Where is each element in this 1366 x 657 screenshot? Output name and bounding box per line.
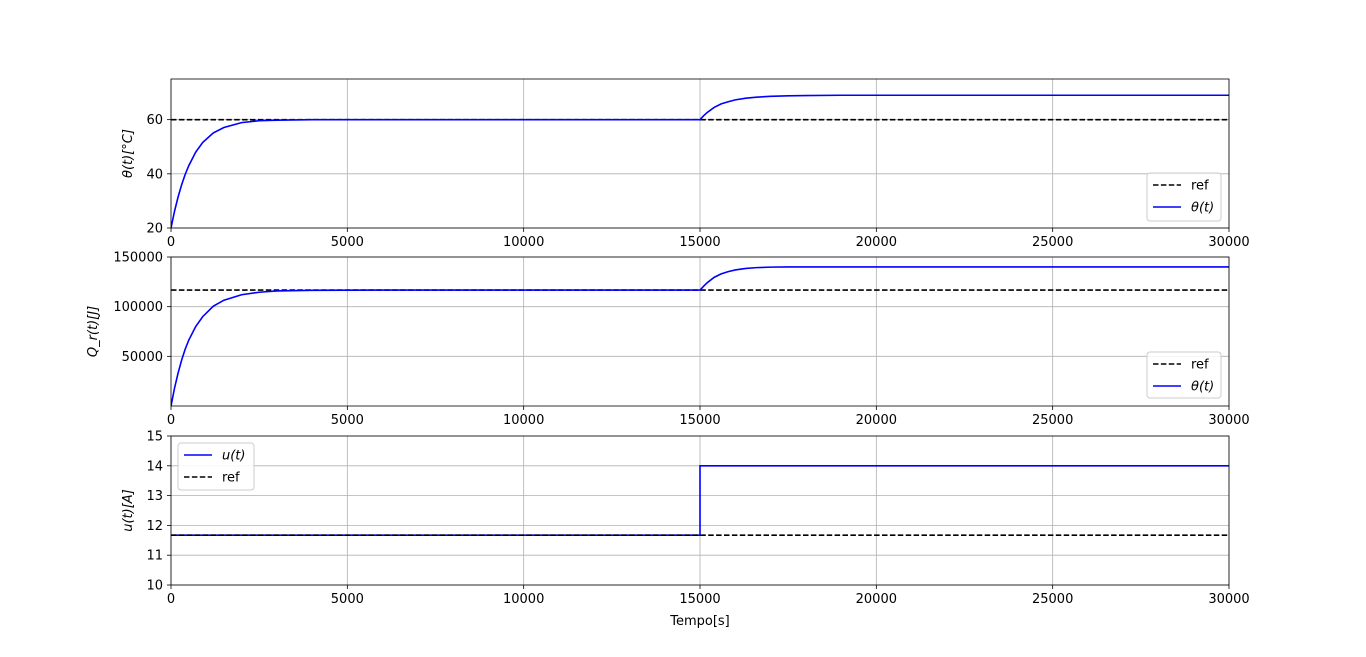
x-tick-label: 30000 xyxy=(1208,235,1249,250)
y-tick-label: 150000 xyxy=(113,251,163,266)
x-tick-label: 0 xyxy=(167,235,175,250)
x-tick-label: 10000 xyxy=(503,413,544,428)
x-tick-label: 10000 xyxy=(503,235,544,250)
x-tick-label: 30000 xyxy=(1208,413,1249,428)
series-group xyxy=(171,94,1229,228)
legend-label: ref xyxy=(1191,358,1209,373)
series-line-theta xyxy=(171,94,1229,228)
legend-label: ref xyxy=(222,471,240,486)
x-tick-label: 5000 xyxy=(331,235,364,250)
x-tick-label: 20000 xyxy=(856,235,897,250)
legend-label: θ(t) xyxy=(1191,201,1214,216)
charts: 0 5000 10000 15000 20000 25000 30000 20 40 60 θ(t)… xyxy=(86,78,1250,630)
x-tick-label: 15000 xyxy=(679,592,720,607)
chart-panel-3: 0 5000 10000 15000 20000 25000 30000 10 11 12 13 14… xyxy=(121,430,1250,630)
y-tick-label: 40 xyxy=(146,167,163,182)
y-tick-label: 50000 xyxy=(122,350,163,365)
x-tick-label: 20000 xyxy=(856,592,897,607)
series-group xyxy=(171,266,1229,406)
y-tick-label: 14 xyxy=(146,459,163,474)
chart-panel-1: 0 5000 10000 15000 20000 25000 30000 20 40 60 θ(t)… xyxy=(121,78,1250,250)
x-tick-label: 15000 xyxy=(679,413,720,428)
y-axis-label: Q_r(t)[J] xyxy=(86,306,101,357)
x-tick-label: 10000 xyxy=(503,592,544,607)
x-tick-label: 0 xyxy=(167,413,175,428)
y-axis-label: u(t)[A] xyxy=(121,489,136,532)
legend-label: ref xyxy=(1191,179,1209,194)
x-tick-label: 20000 xyxy=(856,413,897,428)
x-tick-label: 25000 xyxy=(1032,592,1073,607)
y-tick-label: 11 xyxy=(146,549,163,564)
y-tick-label: 10 xyxy=(146,579,163,594)
chart-panel-2: 0 5000 10000 15000 20000 25000 30000 50000 10000… xyxy=(86,251,1250,429)
legend: ref θ(t) xyxy=(1146,172,1222,222)
y-tick-label: 100000 xyxy=(113,300,163,315)
y-tick-label: 12 xyxy=(146,519,163,534)
x-tick-label: 15000 xyxy=(679,235,720,250)
y-tick-label: 20 xyxy=(146,222,163,237)
y-tick-label: 13 xyxy=(146,489,163,504)
legend-label: u(t) xyxy=(222,449,245,464)
x-tick-label: 30000 xyxy=(1208,592,1249,607)
x-tick-label: 5000 xyxy=(331,413,364,428)
legend: u(t) ref xyxy=(177,442,255,491)
y-tick-label: 15 xyxy=(146,430,163,445)
x-tick-label: 5000 xyxy=(331,592,364,607)
y-tick-label: 60 xyxy=(146,113,163,128)
x-tick-label: 0 xyxy=(167,592,175,607)
series-group xyxy=(171,464,1229,537)
x-tick-label: 25000 xyxy=(1032,413,1073,428)
x-axis-label: Tempo[s] xyxy=(669,614,730,629)
x-tick-label: 25000 xyxy=(1032,235,1073,250)
legend: ref θ(t) xyxy=(1146,351,1222,399)
series-line-theta xyxy=(171,266,1229,406)
y-axis-label: θ(t)[°C] xyxy=(121,129,136,178)
legend-label: θ(t) xyxy=(1191,380,1214,395)
